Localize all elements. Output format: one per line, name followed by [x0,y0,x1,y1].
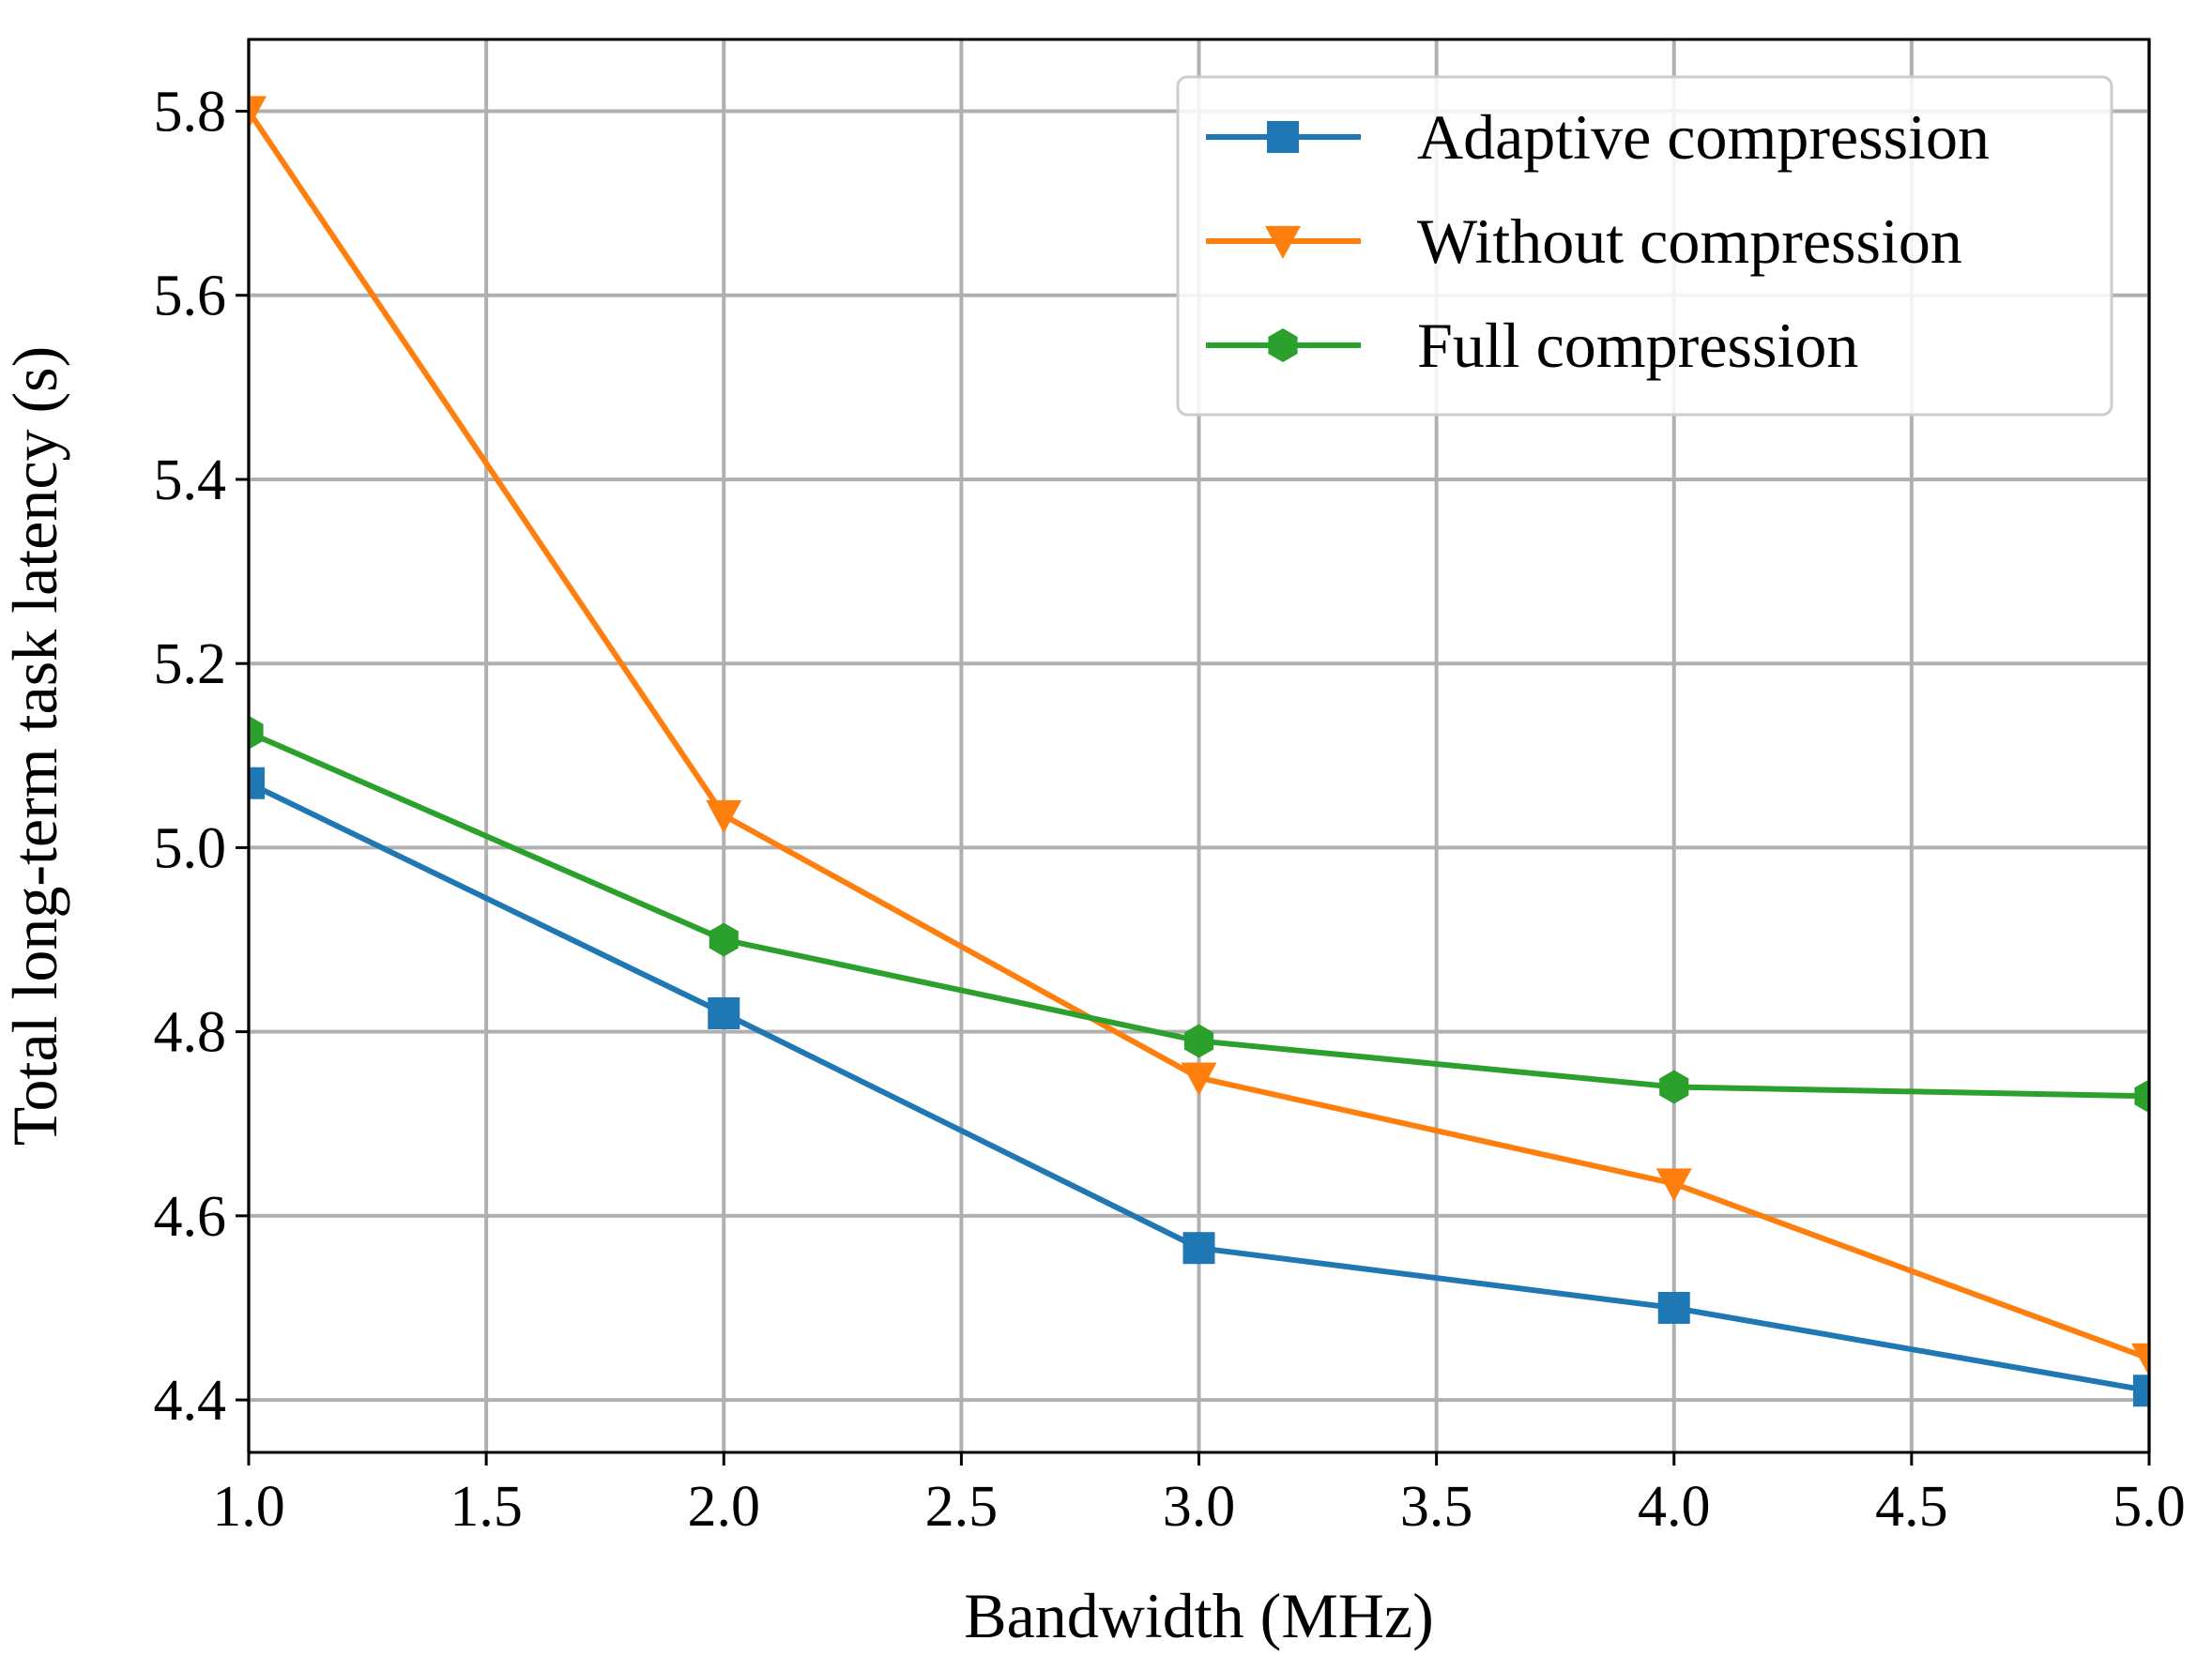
data-point [249,96,267,129]
x-tick-label: 2.5 [925,1475,999,1539]
y-tick-label: 5.0 [154,816,227,880]
x-tick-label: 1.0 [212,1475,285,1539]
data-point [1183,1024,1214,1058]
legend-box [1176,75,2113,417]
x-tick-label: 2.0 [688,1475,761,1539]
legend-marker [1267,121,1299,153]
y-tick-label: 4.4 [154,1369,227,1433]
data-point [1181,1062,1217,1096]
data-point [1657,1291,1690,1324]
legend-item: Full compression [1206,310,1858,381]
legend-marker [1265,225,1301,259]
legend-marker [1268,328,1298,362]
legend-item: Adaptive compression [1206,101,1990,173]
legend-item: Without compression [1206,205,1962,277]
data-point [1182,1232,1215,1265]
legend-label: Full compression [1417,310,1858,381]
y-tick-label: 5.2 [154,632,227,696]
y-axis-title: Total long-term task latency (s) [0,346,70,1147]
y-tick-label: 4.6 [154,1185,227,1249]
series-group [249,96,2149,1407]
data-point [2131,1343,2149,1376]
data-point [709,922,739,957]
x-tick-label: 4.0 [1638,1475,1711,1539]
x-tick-label: 4.5 [1875,1475,1948,1539]
legend: Adaptive compression Without compression F… [1176,75,2113,417]
x-axis-title: Bandwidth (MHz) [964,1580,1433,1651]
ticks: 1.0 1.5 2.0 2.5 3.0 3.5 4.0 4.5 5.0 4.4 4.6 4.8 5.0 5… [154,81,2186,1539]
x-tick-label: 3.5 [1400,1475,1473,1539]
data-point [708,997,740,1030]
y-tick-label: 4.8 [154,1001,227,1065]
legend-label: Adaptive compression [1417,101,1990,173]
series-full-compression [249,715,2149,1114]
data-point [706,799,742,834]
x-tick-label: 1.5 [450,1475,523,1539]
series-without-compression [249,96,2149,1376]
data-point [1655,1168,1692,1202]
data-point [249,715,264,750]
series-adaptive-compression [249,767,2149,1407]
y-tick-label: 5.6 [154,265,227,328]
data-point [2134,1079,2149,1114]
data-point [1659,1070,1689,1104]
y-tick-label: 5.4 [154,448,227,512]
x-tick-label: 5.0 [2113,1475,2186,1539]
y-tick-label: 5.8 [154,81,227,144]
data-point [249,767,265,799]
data-point [2133,1375,2149,1407]
legend-label: Without compression [1417,205,1962,277]
x-tick-label: 3.0 [1163,1475,1236,1539]
